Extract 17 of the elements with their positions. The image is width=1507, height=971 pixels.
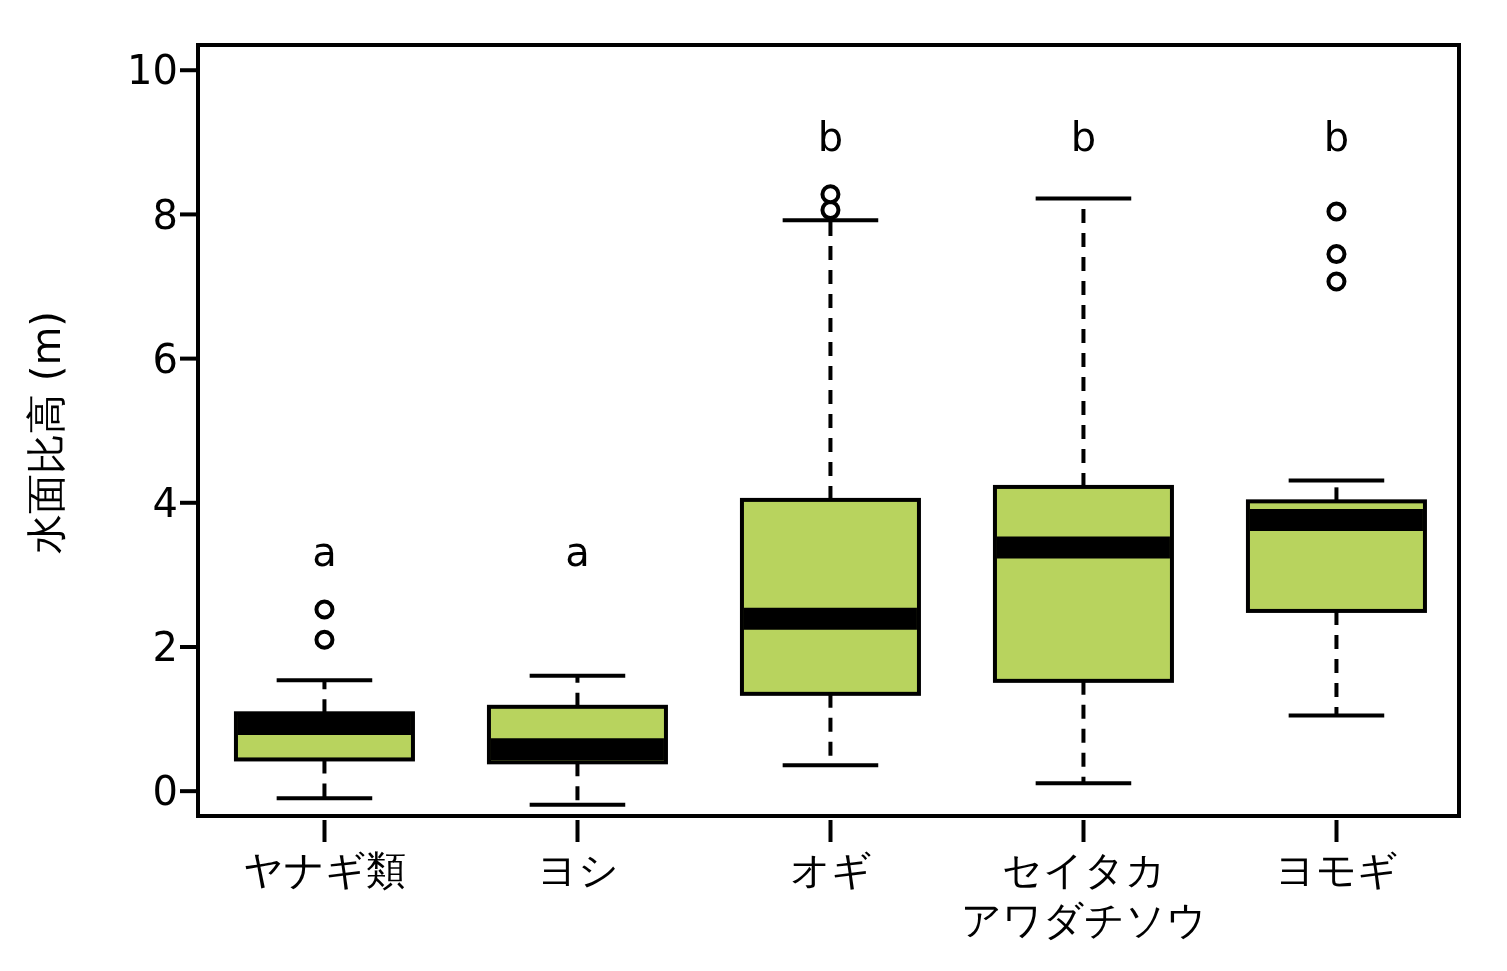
- annotation: b: [817, 114, 844, 161]
- x-tick-label: セイタカアワダチソウ: [960, 847, 1207, 943]
- y-tick-label: 4: [152, 479, 178, 526]
- annotation: a: [565, 529, 590, 576]
- y-tick-label: 6: [152, 335, 178, 382]
- x-tick-label: オギ: [789, 847, 872, 893]
- y-axis-title: 水面比高 (m): [23, 311, 70, 554]
- annotation: b: [1323, 114, 1350, 161]
- annotation: a: [312, 529, 337, 576]
- y-tick-label: 8: [152, 191, 178, 238]
- x-tick-label: ヤナギ類: [243, 847, 406, 893]
- x-tick-label: ヨモギ: [1275, 847, 1398, 893]
- y-tick-label: 0: [152, 768, 178, 815]
- x-tick-label: ヨシ: [536, 847, 619, 893]
- annotation: b: [1070, 114, 1097, 161]
- y-tick-label: 10: [127, 47, 178, 94]
- y-tick-label: 2: [152, 624, 178, 671]
